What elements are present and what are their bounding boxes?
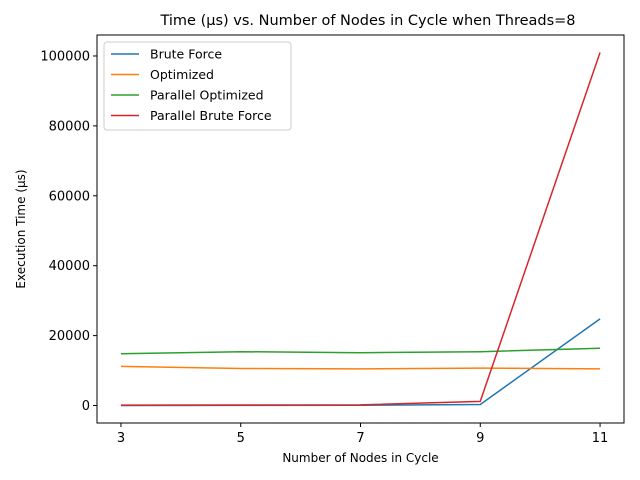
y-tick-label: 100000: [40, 49, 90, 64]
legend-entry: Brute Force: [150, 47, 222, 62]
y-axis-label: Execution Time (μs): [14, 169, 28, 288]
series-lines: [120, 52, 601, 407]
y-tick-label: 40000: [49, 259, 90, 274]
y-tick-label: 0: [82, 399, 90, 414]
y-tick-label: 60000: [49, 189, 90, 204]
x-tick-label: 3: [117, 431, 125, 446]
series-line-2: [120, 365, 601, 370]
x-axis: 3 5 7 9 11: [117, 423, 609, 446]
chart-title: Time (μs) vs. Number of Nodes in Cycle w…: [159, 13, 575, 29]
y-tick-label: 80000: [49, 119, 90, 134]
legend: Brute Force Optimized Parallel Optimized Pa…: [103, 41, 292, 131]
series-line-1: [120, 318, 601, 407]
x-tick-label: 7: [356, 431, 364, 446]
legend-box: [103, 41, 292, 131]
y-tick-label: 20000: [49, 329, 90, 344]
x-tick-label: 11: [592, 431, 609, 446]
legend-entry: Optimized: [150, 67, 214, 82]
series-line-4: [120, 52, 601, 406]
x-axis-label: Number of Nodes in Cycle: [282, 451, 438, 465]
x-tick-label: 9: [476, 431, 484, 446]
series-line-3: [120, 347, 601, 355]
x-tick-label: 5: [237, 431, 245, 446]
legend-entry: Parallel Optimized: [150, 88, 264, 103]
y-axis: 0 20000 40000 60000 80000 100000: [40, 49, 97, 414]
legend-entry: Parallel Brute Force: [150, 108, 272, 123]
